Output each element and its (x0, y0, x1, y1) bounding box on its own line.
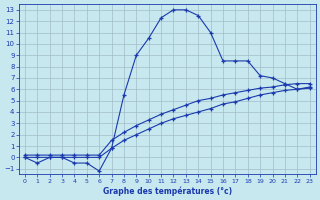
X-axis label: Graphe des températures (°c): Graphe des températures (°c) (103, 186, 232, 196)
